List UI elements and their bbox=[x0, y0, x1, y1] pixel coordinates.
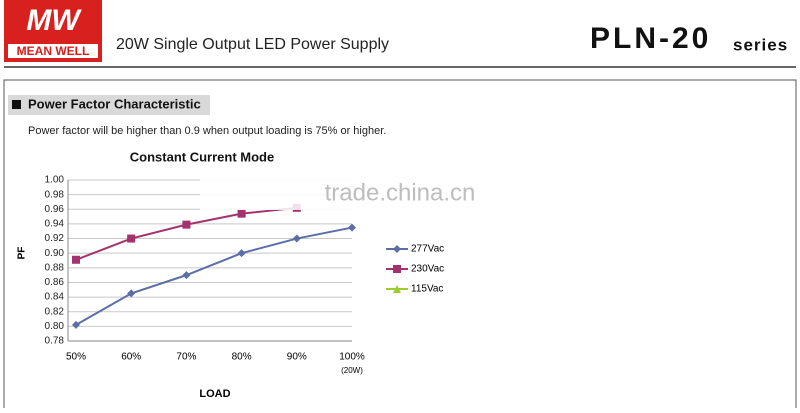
section-note: Power factor will be higher than 0.9 whe… bbox=[28, 125, 386, 137]
legend-marker bbox=[393, 265, 401, 273]
data-point bbox=[348, 223, 356, 232]
data-point bbox=[237, 209, 246, 218]
x-tick-label: 100% bbox=[339, 352, 365, 363]
logo-text: MEAN WELL bbox=[17, 44, 90, 58]
content-box bbox=[3, 79, 797, 413]
x-axis-label: LOAD bbox=[199, 388, 230, 400]
x-tick-label: 90% bbox=[287, 352, 307, 363]
series-word: series bbox=[733, 35, 788, 54]
data-point bbox=[127, 289, 136, 298]
x-tick-label: 60% bbox=[121, 352, 141, 363]
section-title: Power Factor Characteristic bbox=[28, 96, 201, 111]
y-tick-label: 0.96 bbox=[45, 204, 65, 215]
y-tick-label: 0.98 bbox=[45, 189, 65, 200]
data-point bbox=[72, 320, 80, 329]
y-tick-label: 0.90 bbox=[45, 248, 65, 259]
y-tick-label: 0.94 bbox=[45, 219, 65, 230]
data-point bbox=[127, 234, 136, 243]
y-tick-label: 0.80 bbox=[45, 321, 65, 332]
data-point bbox=[292, 234, 301, 243]
y-tick-label: 0.88 bbox=[45, 262, 65, 273]
x-tick-label: 70% bbox=[176, 352, 196, 363]
y-axis-label: PF bbox=[17, 247, 28, 260]
logo-mark: MW bbox=[26, 4, 82, 37]
logo-band bbox=[8, 44, 98, 58]
y-tick-label: 0.78 bbox=[45, 336, 65, 347]
legend-label: 115Vac bbox=[411, 284, 443, 295]
y-tick-label: 0.92 bbox=[45, 233, 65, 244]
data-point bbox=[237, 249, 246, 258]
x-tick-note: (20W) bbox=[341, 366, 363, 375]
data-point bbox=[72, 255, 80, 264]
series-line bbox=[75, 206, 297, 261]
series-line bbox=[75, 226, 353, 326]
watermark-bg bbox=[200, 176, 500, 210]
chart-title: Constant Current Mode bbox=[130, 149, 274, 164]
x-tick-label: 80% bbox=[232, 352, 252, 363]
y-tick-label: 0.82 bbox=[45, 306, 65, 317]
section-bar bbox=[8, 95, 210, 115]
legend-label: 230Vac bbox=[411, 264, 444, 275]
y-tick-label: 1.00 bbox=[45, 175, 65, 186]
data-point bbox=[182, 220, 191, 229]
watermark: trade.china.cn bbox=[325, 179, 476, 206]
data-point bbox=[182, 271, 191, 280]
section-bullet bbox=[12, 100, 21, 109]
y-tick-label: 0.86 bbox=[45, 277, 65, 288]
y-tick-label: 0.84 bbox=[45, 292, 65, 303]
doc-title: 20W Single Output LED Power Supply bbox=[116, 36, 389, 53]
legend-marker bbox=[393, 245, 401, 253]
legend-marker bbox=[393, 285, 401, 293]
x-tick-label: 50% bbox=[66, 352, 86, 363]
legend-label: 277Vac bbox=[411, 244, 444, 255]
model: PLN-20 bbox=[590, 22, 711, 55]
